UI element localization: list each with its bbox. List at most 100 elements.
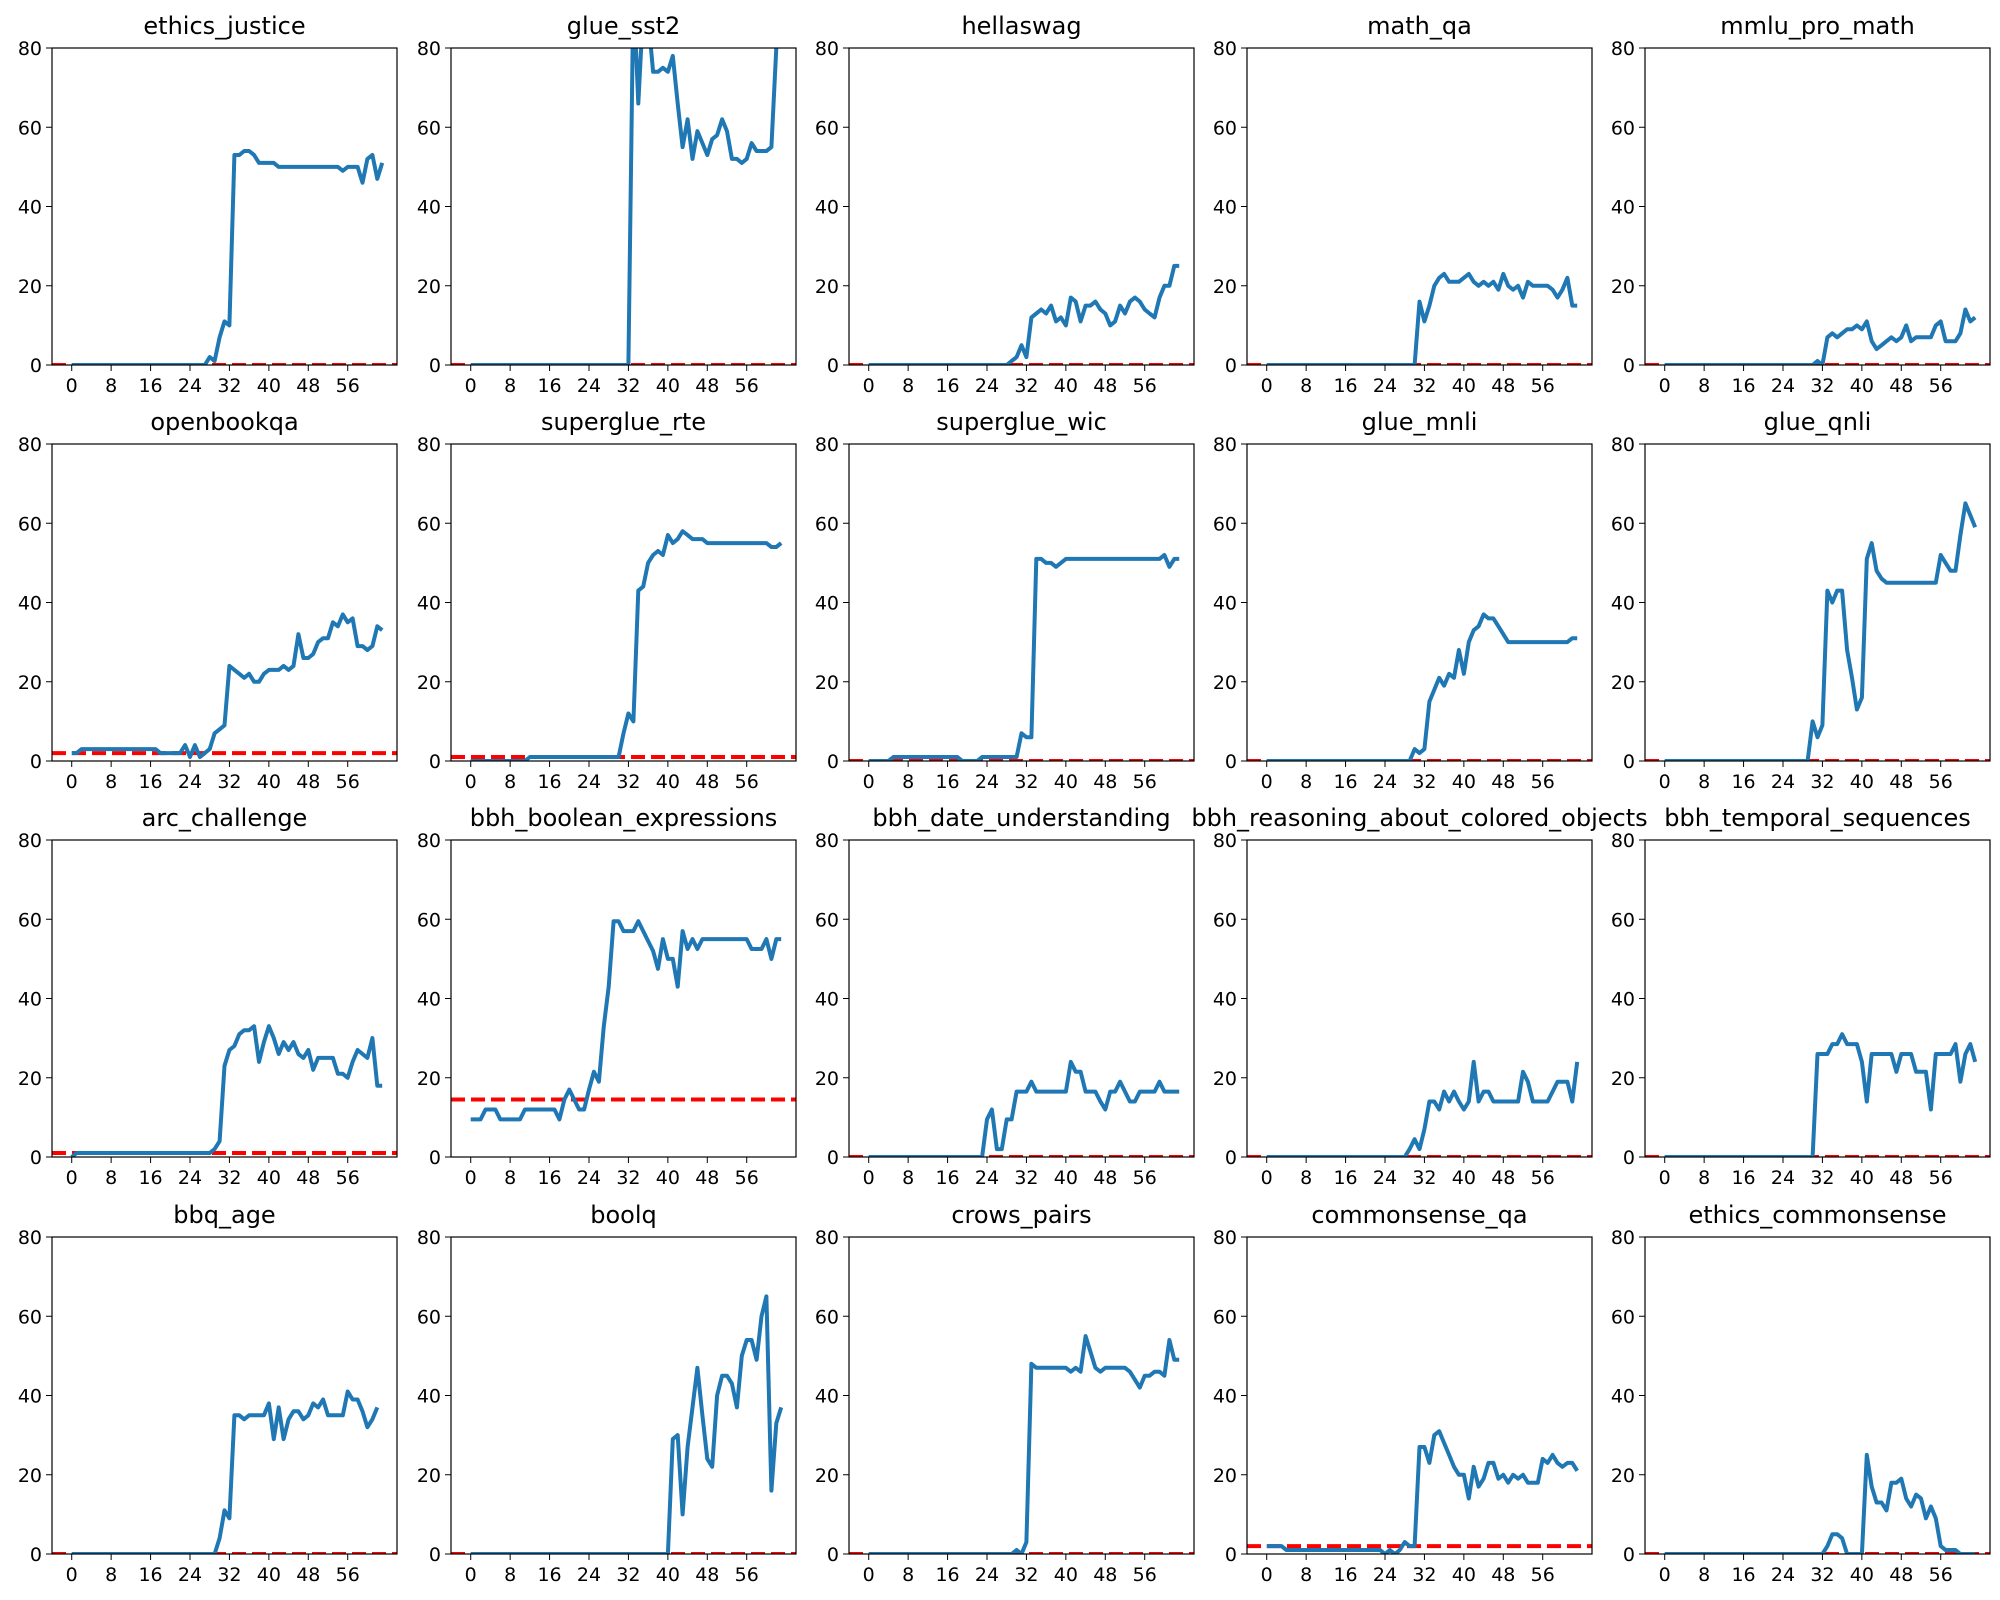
x-tick-label: 16 bbox=[1333, 1564, 1357, 1586]
x-tick-label: 56 bbox=[735, 1564, 759, 1586]
y-tick-label: 60 bbox=[18, 909, 42, 931]
series-line bbox=[470, 529, 783, 761]
series-line bbox=[470, 919, 782, 1122]
x-tick-label: 32 bbox=[1810, 771, 1834, 793]
x-tick-label: 48 bbox=[296, 375, 320, 397]
subplot-superglue_rte: superglue_rte 0 20 40 60 80 0 8 16 24 32 40 48 56 bbox=[417, 408, 797, 793]
x-tick-label: 56 bbox=[336, 375, 360, 397]
x-tick-label: 24 bbox=[577, 771, 601, 793]
x-tick-label: 40 bbox=[1850, 1167, 1874, 1189]
x-tick-label: 0 bbox=[863, 1564, 875, 1586]
x-tick-label: 0 bbox=[863, 1167, 875, 1189]
x-tick-label: 0 bbox=[1261, 1167, 1273, 1189]
subplot-title: glue_qnli bbox=[1764, 408, 1872, 436]
x-tick-label: 16 bbox=[1731, 375, 1755, 397]
x-tick-label: 48 bbox=[1889, 1167, 1913, 1189]
y-tick-label: 80 bbox=[18, 830, 42, 852]
y-tick-label: 60 bbox=[18, 1306, 42, 1328]
series-line bbox=[1266, 612, 1578, 761]
y-tick-label: 60 bbox=[1611, 117, 1635, 139]
y-tick-label: 0 bbox=[1225, 1544, 1237, 1566]
x-tick-label: 16 bbox=[138, 771, 162, 793]
x-tick-label: 8 bbox=[1300, 375, 1312, 397]
x-tick-label: 56 bbox=[1531, 1564, 1555, 1586]
y-tick-label: 80 bbox=[417, 830, 441, 852]
subplot-title: crows_pairs bbox=[951, 1201, 1091, 1229]
x-tick-label: 48 bbox=[695, 771, 719, 793]
x-tick-label: 16 bbox=[935, 1167, 959, 1189]
x-tick-label: 56 bbox=[336, 1167, 360, 1189]
y-tick-label: 40 bbox=[417, 989, 441, 1011]
x-tick-label: 24 bbox=[1771, 771, 1795, 793]
series-line bbox=[470, 48, 779, 365]
y-tick-label: 80 bbox=[1611, 830, 1635, 852]
y-tick-label: 60 bbox=[417, 117, 441, 139]
y-tick-label: 60 bbox=[1213, 117, 1237, 139]
subplot-title: boolq bbox=[590, 1201, 657, 1229]
y-tick-label: 40 bbox=[417, 1386, 441, 1408]
subplot-title: commonsense_qa bbox=[1311, 1201, 1527, 1229]
x-tick-label: 24 bbox=[975, 1564, 999, 1586]
x-tick-label: 40 bbox=[257, 1167, 281, 1189]
x-tick-label: 48 bbox=[296, 1564, 320, 1586]
x-tick-label: 48 bbox=[1491, 375, 1515, 397]
x-tick-label: 8 bbox=[1698, 771, 1710, 793]
x-tick-label: 16 bbox=[138, 1564, 162, 1586]
x-tick-label: 16 bbox=[138, 1167, 162, 1189]
series-line bbox=[868, 1334, 1180, 1554]
x-tick-label: 40 bbox=[1850, 375, 1874, 397]
x-tick-label: 8 bbox=[1300, 1564, 1312, 1586]
y-tick-label: 40 bbox=[18, 197, 42, 219]
x-tick-label: 0 bbox=[1659, 1564, 1671, 1586]
x-tick-label: 48 bbox=[1093, 1564, 1117, 1586]
y-tick-label: 60 bbox=[1611, 1306, 1635, 1328]
x-tick-label: 32 bbox=[217, 1564, 241, 1586]
x-tick-label: 32 bbox=[217, 771, 241, 793]
y-tick-label: 0 bbox=[30, 751, 42, 773]
x-tick-label: 40 bbox=[257, 375, 281, 397]
y-tick-label: 80 bbox=[417, 38, 441, 60]
x-tick-label: 48 bbox=[1889, 375, 1913, 397]
series-line bbox=[1664, 501, 1978, 761]
y-tick-label: 80 bbox=[815, 830, 839, 852]
x-tick-label: 24 bbox=[975, 375, 999, 397]
x-tick-label: 56 bbox=[1133, 1167, 1157, 1189]
x-tick-label: 8 bbox=[902, 375, 914, 397]
x-tick-label: 24 bbox=[1373, 1564, 1397, 1586]
y-tick-label: 40 bbox=[1611, 593, 1635, 615]
y-tick-label: 0 bbox=[1225, 355, 1237, 377]
y-tick-label: 80 bbox=[815, 38, 839, 60]
y-tick-label: 60 bbox=[1213, 1306, 1237, 1328]
y-tick-label: 0 bbox=[827, 1147, 839, 1169]
axes-frame bbox=[1644, 839, 1991, 1158]
y-tick-label: 20 bbox=[18, 276, 42, 298]
y-tick-label: 20 bbox=[1213, 1465, 1237, 1487]
y-tick-label: 60 bbox=[18, 513, 42, 535]
x-tick-label: 48 bbox=[695, 375, 719, 397]
x-tick-label: 56 bbox=[1929, 375, 1953, 397]
x-tick-label: 40 bbox=[656, 1167, 680, 1189]
x-tick-label: 56 bbox=[1133, 771, 1157, 793]
x-tick-label: 32 bbox=[1412, 1564, 1436, 1586]
x-tick-label: 56 bbox=[1929, 771, 1953, 793]
x-tick-label: 48 bbox=[1093, 375, 1117, 397]
y-tick-label: 0 bbox=[429, 1544, 441, 1566]
x-tick-label: 16 bbox=[1731, 771, 1755, 793]
x-tick-label: 24 bbox=[178, 1167, 202, 1189]
y-tick-label: 40 bbox=[18, 593, 42, 615]
y-tick-label: 20 bbox=[18, 1068, 42, 1090]
subplot-glue_mnli: glue_mnli 0 20 40 60 80 0 8 16 24 32 40 48 56 bbox=[1213, 408, 1593, 793]
x-tick-label: 0 bbox=[66, 1167, 78, 1189]
subplot-glue_sst2: glue_sst2 0 20 40 60 80 0 8 16 24 32 40 48 56 bbox=[417, 12, 797, 397]
subplot-title: superglue_rte bbox=[541, 408, 706, 436]
x-tick-label: 40 bbox=[257, 1564, 281, 1586]
y-tick-label: 20 bbox=[1611, 1465, 1635, 1487]
x-tick-label: 32 bbox=[1014, 1564, 1038, 1586]
y-tick-label: 60 bbox=[1213, 513, 1237, 535]
x-tick-label: 40 bbox=[1054, 1167, 1078, 1189]
x-tick-label: 56 bbox=[1531, 375, 1555, 397]
axes-frame bbox=[848, 443, 1195, 762]
x-tick-label: 0 bbox=[465, 1564, 477, 1586]
subplot-title: ethics_justice bbox=[143, 12, 305, 40]
x-tick-label: 0 bbox=[465, 1167, 477, 1189]
